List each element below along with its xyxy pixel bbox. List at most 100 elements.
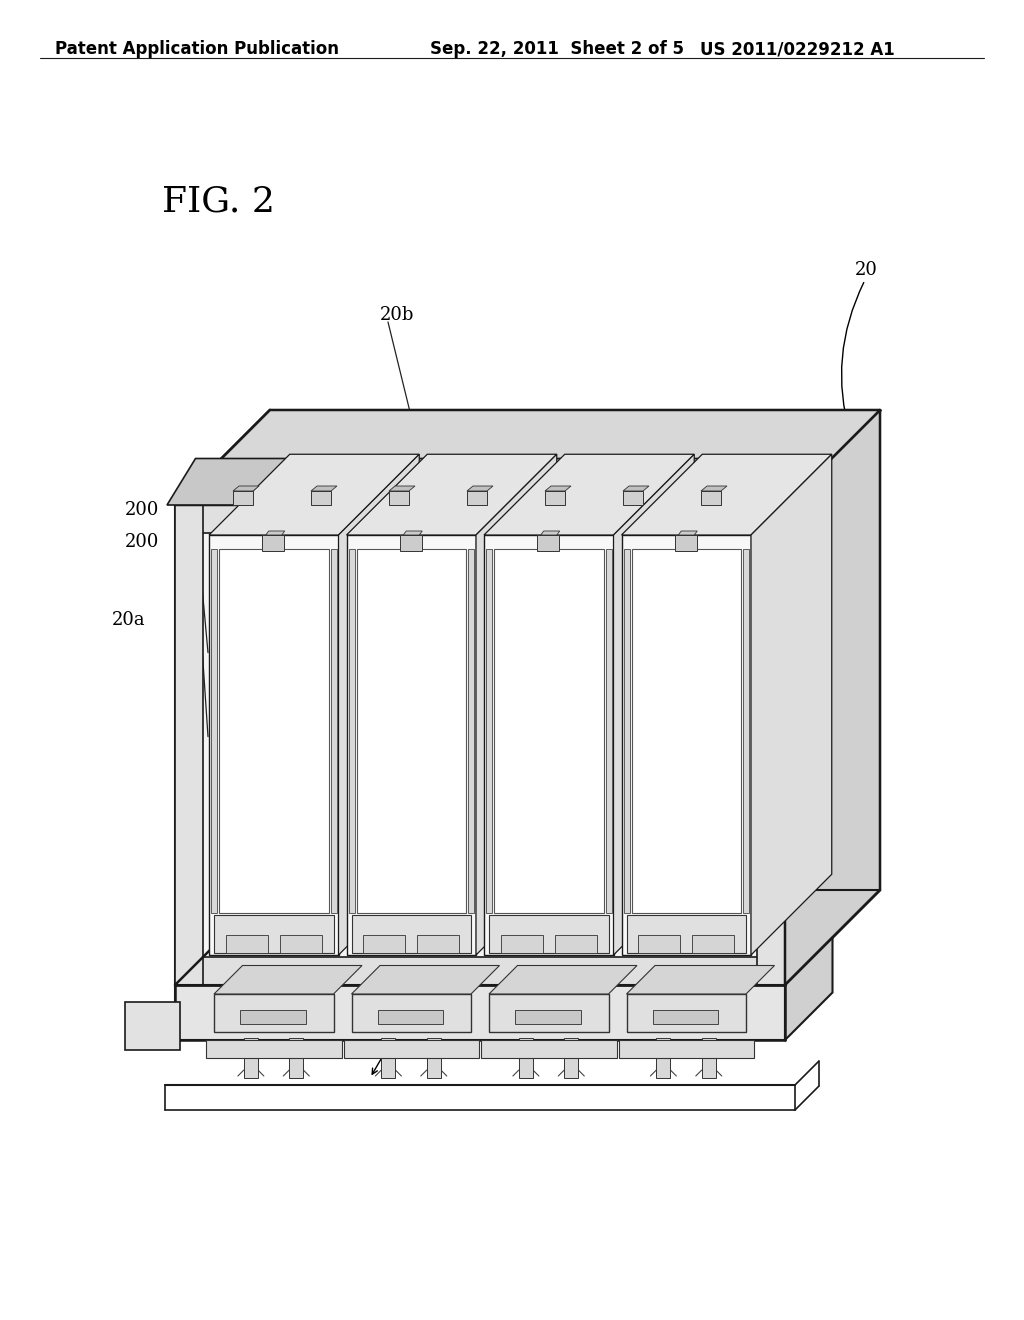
Polygon shape (175, 957, 785, 985)
Polygon shape (175, 506, 785, 533)
Polygon shape (501, 935, 543, 953)
Polygon shape (262, 535, 284, 550)
Polygon shape (346, 454, 557, 535)
Polygon shape (751, 454, 831, 954)
Polygon shape (348, 549, 354, 913)
Polygon shape (244, 1038, 258, 1078)
Polygon shape (175, 506, 203, 985)
Polygon shape (656, 1038, 671, 1078)
Text: US 2011/0229212 A1: US 2011/0229212 A1 (700, 40, 895, 58)
Polygon shape (378, 1010, 443, 1024)
Polygon shape (266, 531, 285, 535)
Polygon shape (484, 454, 694, 535)
Polygon shape (467, 486, 493, 491)
Polygon shape (785, 411, 880, 985)
Polygon shape (618, 1040, 754, 1059)
Polygon shape (125, 1002, 180, 1049)
Polygon shape (167, 458, 821, 506)
Polygon shape (280, 935, 322, 953)
Polygon shape (389, 491, 409, 506)
Polygon shape (545, 491, 565, 506)
Polygon shape (209, 454, 419, 535)
Text: 20a: 20a (112, 611, 145, 630)
Polygon shape (351, 994, 471, 1032)
Text: FIG. 2: FIG. 2 (162, 185, 274, 219)
Polygon shape (214, 994, 334, 1032)
Polygon shape (427, 1038, 440, 1078)
Polygon shape (219, 549, 329, 913)
Polygon shape (545, 486, 571, 491)
Polygon shape (468, 549, 474, 913)
Polygon shape (399, 535, 422, 550)
Polygon shape (214, 915, 334, 953)
Polygon shape (701, 486, 727, 491)
Polygon shape (701, 1038, 716, 1078)
Polygon shape (757, 506, 785, 985)
Polygon shape (692, 935, 734, 953)
Polygon shape (233, 486, 259, 491)
Polygon shape (417, 935, 459, 953)
Polygon shape (743, 549, 749, 913)
Polygon shape (519, 1038, 532, 1078)
Polygon shape (494, 549, 603, 913)
Polygon shape (623, 486, 649, 491)
Polygon shape (605, 549, 611, 913)
Polygon shape (211, 549, 217, 913)
Polygon shape (175, 506, 785, 985)
Polygon shape (175, 411, 880, 506)
Polygon shape (623, 491, 643, 506)
Polygon shape (346, 535, 476, 954)
Polygon shape (564, 1038, 579, 1078)
Text: 20: 20 (855, 261, 878, 279)
Polygon shape (627, 965, 774, 994)
Polygon shape (351, 965, 500, 994)
Polygon shape (484, 535, 613, 954)
Polygon shape (331, 549, 337, 913)
Polygon shape (351, 915, 471, 953)
Polygon shape (290, 1038, 303, 1078)
Polygon shape (389, 486, 415, 491)
Text: 20b: 20b (380, 306, 415, 323)
Polygon shape (489, 994, 608, 1032)
Polygon shape (613, 454, 694, 954)
Polygon shape (678, 531, 697, 535)
Polygon shape (175, 411, 880, 506)
Text: Patent Application Publication: Patent Application Publication (55, 40, 339, 58)
Polygon shape (624, 549, 630, 913)
Polygon shape (226, 935, 267, 953)
Polygon shape (622, 535, 751, 954)
Polygon shape (652, 1010, 718, 1024)
Polygon shape (785, 937, 833, 1040)
Text: 200: 200 (848, 569, 883, 587)
Text: F: F (400, 1039, 413, 1057)
Polygon shape (381, 1038, 395, 1078)
Polygon shape (356, 549, 466, 913)
Polygon shape (481, 1040, 616, 1059)
Polygon shape (537, 535, 559, 550)
Polygon shape (311, 486, 337, 491)
Polygon shape (214, 965, 362, 994)
Text: 200: 200 (848, 601, 883, 619)
Polygon shape (233, 491, 253, 506)
Polygon shape (489, 915, 608, 953)
Polygon shape (675, 535, 696, 550)
Text: 200: 200 (125, 533, 160, 550)
Polygon shape (515, 1010, 581, 1024)
Polygon shape (486, 549, 492, 913)
Polygon shape (467, 491, 487, 506)
Text: 20a: 20a (295, 1039, 329, 1057)
Polygon shape (489, 965, 637, 994)
Text: Sep. 22, 2011  Sheet 2 of 5: Sep. 22, 2011 Sheet 2 of 5 (430, 40, 684, 58)
Polygon shape (627, 994, 746, 1032)
Polygon shape (364, 935, 406, 953)
Polygon shape (343, 1040, 479, 1059)
Polygon shape (403, 531, 422, 535)
Polygon shape (175, 985, 785, 1040)
Polygon shape (627, 915, 746, 953)
Polygon shape (638, 935, 680, 953)
Text: 200: 200 (125, 502, 160, 519)
Polygon shape (785, 411, 880, 985)
Polygon shape (541, 531, 560, 535)
Polygon shape (476, 454, 557, 954)
Polygon shape (555, 935, 597, 953)
